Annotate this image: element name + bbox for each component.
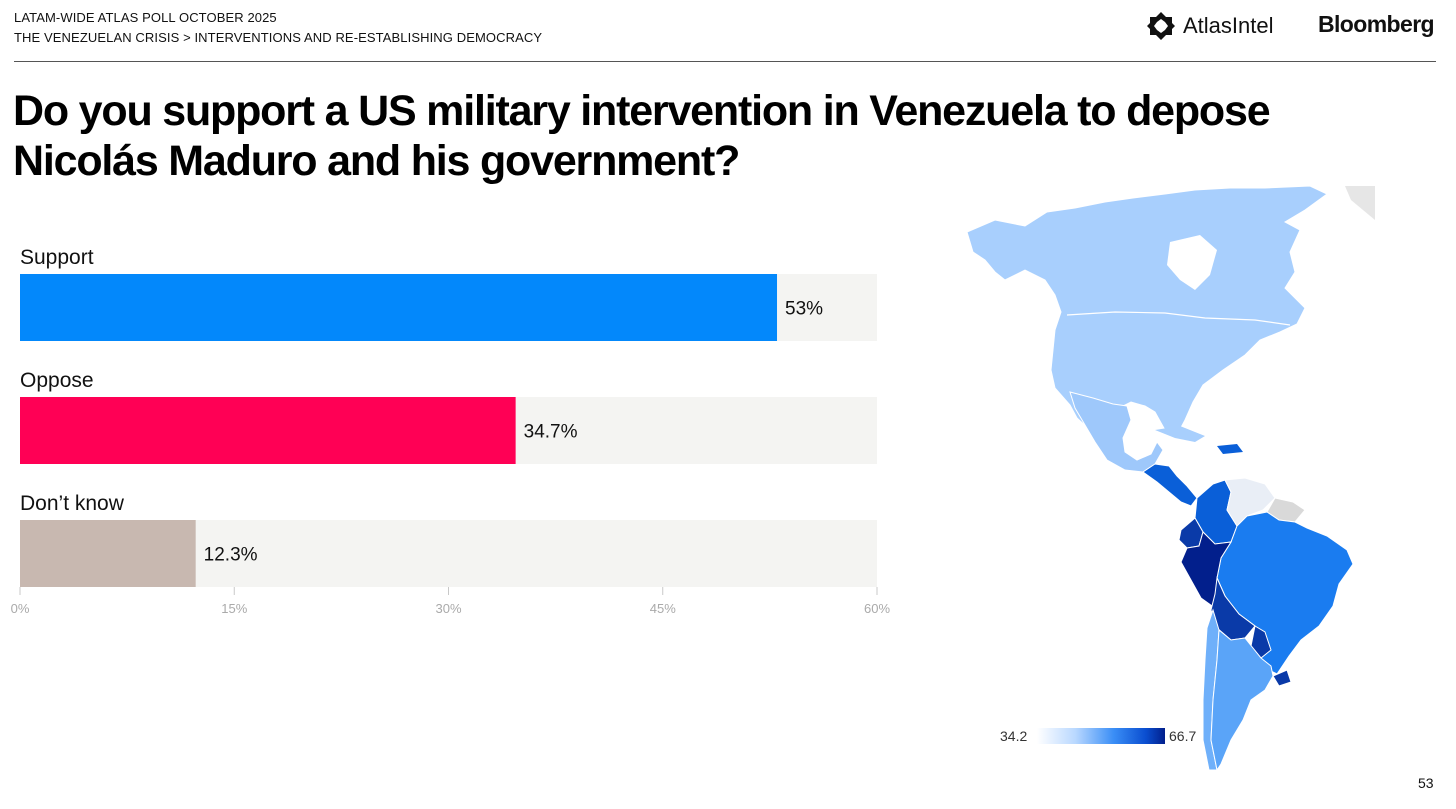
header-breadcrumb: THE VENEZUELAN CRISIS > INTERVENTIONS AN… bbox=[14, 30, 543, 45]
atlasintel-logo: AtlasIntel bbox=[1146, 10, 1274, 42]
x-tick-label: 30% bbox=[435, 601, 461, 616]
americas-choropleth-map bbox=[966, 185, 1375, 772]
map-venezuela bbox=[1224, 477, 1276, 527]
bar-category-label: Support bbox=[20, 246, 94, 269]
map-legend-gradient bbox=[1037, 728, 1165, 744]
x-tick-label: 0% bbox=[11, 601, 30, 616]
map-argentina bbox=[1210, 628, 1274, 772]
map-hudson-bay bbox=[1167, 235, 1217, 290]
question-title: Do you support a US military interventio… bbox=[13, 87, 1271, 185]
header-poll-title: LATAM-WIDE ATLAS POLL OCTOBER 2025 bbox=[14, 10, 277, 25]
bar bbox=[20, 397, 516, 464]
atlasintel-logo-icon bbox=[1147, 12, 1175, 40]
bar-category-label: Oppose bbox=[20, 369, 94, 392]
map-legend-max: 66.7 bbox=[1169, 728, 1197, 744]
map-hispaniola bbox=[1217, 444, 1243, 454]
bar bbox=[20, 274, 778, 341]
bar-category-label: Don’t know bbox=[20, 492, 125, 515]
map-legend-min: 34.2 bbox=[1000, 728, 1028, 744]
bar-value-label: 53% bbox=[785, 299, 823, 320]
map-uruguay bbox=[1272, 669, 1292, 687]
page-number: 53 bbox=[1418, 775, 1434, 791]
bar-value-label: 12.3% bbox=[204, 545, 258, 566]
map-cuba bbox=[1155, 426, 1205, 442]
x-tick-label: 45% bbox=[650, 601, 676, 616]
map-central-america bbox=[1142, 463, 1198, 507]
map-mexico bbox=[1069, 391, 1164, 473]
map-north-america bbox=[966, 185, 1328, 436]
header-divider bbox=[14, 61, 1436, 62]
bloomberg-wordmark: Bloomberg bbox=[1318, 11, 1435, 37]
atlasintel-wordmark: AtlasIntel bbox=[1183, 13, 1274, 38]
bar bbox=[20, 520, 196, 587]
bar-value-label: 34.7% bbox=[524, 422, 578, 443]
x-tick-label: 60% bbox=[864, 601, 890, 616]
bar-chart: Support 53% Oppose 34.7% Don’t know 12.3% 0% 15… bbox=[11, 246, 891, 616]
x-tick-label: 15% bbox=[221, 601, 247, 616]
map-border-line bbox=[1066, 311, 1291, 326]
map-greenland bbox=[1345, 186, 1375, 220]
